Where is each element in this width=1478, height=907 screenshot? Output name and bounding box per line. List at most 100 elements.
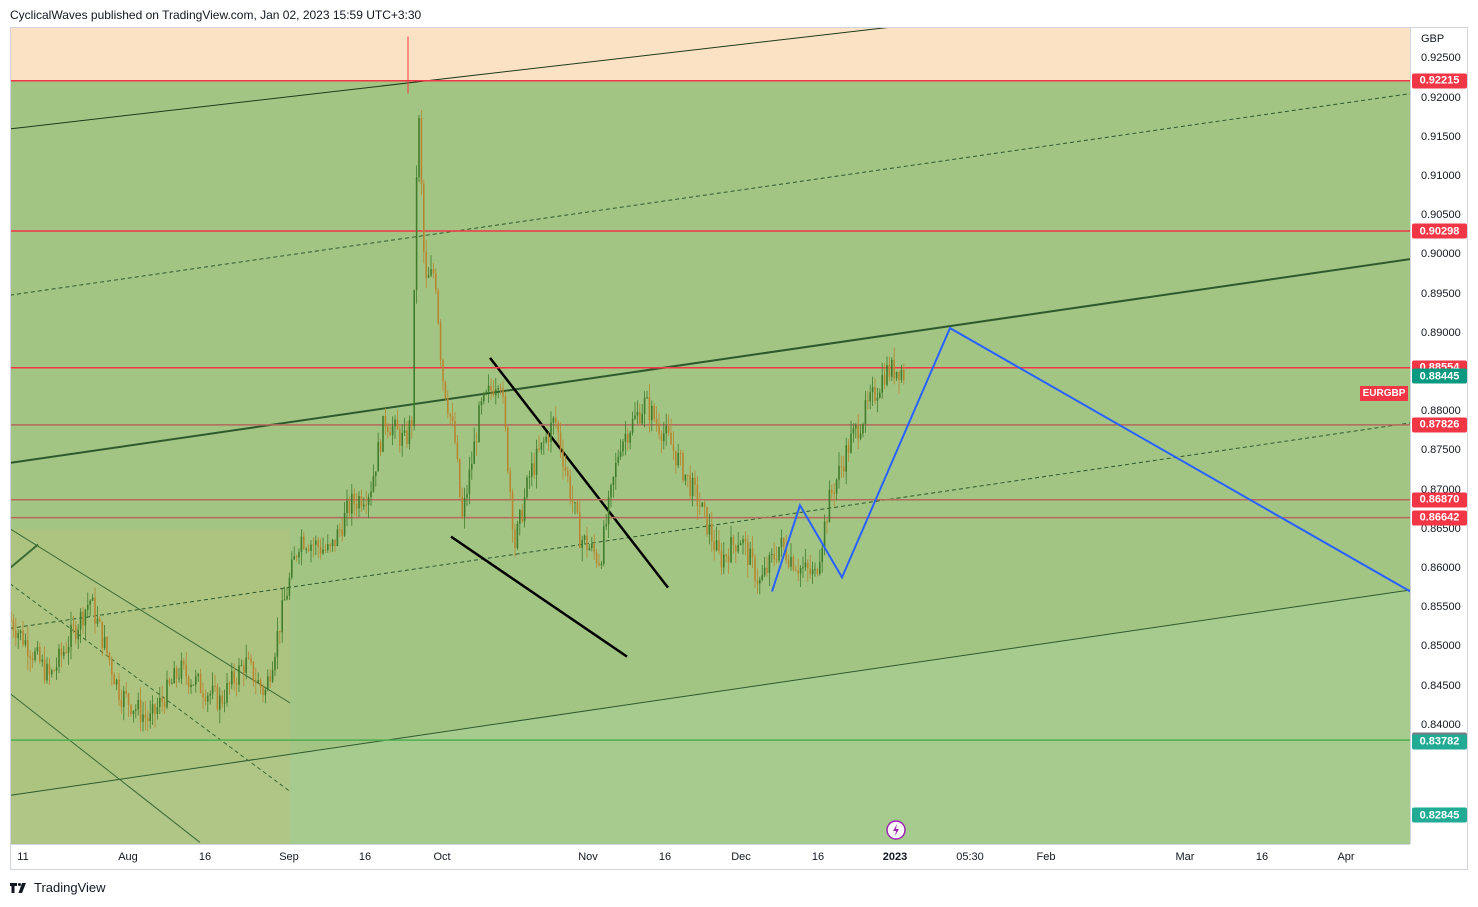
- candle-body: [382, 415, 384, 452]
- candle-body: [199, 674, 202, 694]
- candle-body: [463, 497, 466, 517]
- candle-body: [72, 624, 75, 626]
- symbol-label: EURGBP: [1360, 386, 1408, 401]
- candle-body: [51, 670, 53, 675]
- candle-body: [785, 546, 787, 560]
- candle-body: [670, 432, 672, 445]
- candle-body: [696, 484, 699, 507]
- candle-body: [624, 433, 627, 442]
- candle-body: [375, 471, 377, 477]
- candle-body: [718, 540, 720, 552]
- candle-body: [727, 556, 730, 563]
- candle-body: [137, 699, 139, 710]
- candle-body: [384, 415, 387, 427]
- candle-body: [178, 678, 180, 680]
- candle-body: [675, 450, 677, 466]
- candle-body: [34, 651, 36, 660]
- candle-body: [706, 506, 708, 535]
- candle-body: [327, 544, 329, 551]
- candle-body: [190, 684, 192, 688]
- candle-body: [415, 177, 418, 290]
- candle-body: [641, 413, 643, 424]
- candle-body: [84, 609, 87, 626]
- candle-body: [691, 477, 694, 497]
- candle-body: [485, 391, 487, 394]
- candle-body: [171, 683, 173, 685]
- candle-body: [271, 670, 274, 682]
- candle-body: [363, 504, 365, 507]
- candle-body: [75, 625, 77, 640]
- candle-body: [742, 539, 744, 544]
- candle-body: [730, 537, 732, 563]
- candle-body: [454, 420, 456, 443]
- candle-body: [115, 679, 118, 685]
- candle-body: [811, 569, 814, 575]
- lightning-event-icon[interactable]: [886, 820, 906, 840]
- time-axis[interactable]: 11 Aug 16 Sep 16 Oct Nov 16 Dec 16 2023 05:30 Feb Mar…: [10, 844, 1410, 871]
- chart-plot-area[interactable]: [10, 27, 1410, 844]
- y-tick-label: 0.90500: [1421, 209, 1461, 222]
- candle-body: [804, 562, 807, 568]
- candle-body: [288, 577, 291, 596]
- candle-body: [235, 683, 238, 685]
- candle-body: [514, 529, 516, 549]
- candle-body: [526, 477, 528, 498]
- candle-body: [754, 557, 756, 581]
- candle-body: [300, 536, 303, 552]
- candle-body: [471, 463, 473, 470]
- candle-body: [168, 679, 171, 684]
- x-tick-label: 16: [1255, 851, 1269, 863]
- candle-body: [187, 676, 190, 688]
- candle-body: [65, 651, 67, 653]
- candle-body: [708, 524, 711, 535]
- candle-body: [737, 545, 739, 552]
- price-axis[interactable]: GBP 0.92500 0.92000 0.91500 0.91000 0.90500 0…: [1410, 27, 1469, 844]
- candle-body: [319, 547, 322, 554]
- candle-body: [595, 552, 598, 563]
- candle-body: [151, 704, 154, 714]
- candle-body: [240, 664, 243, 666]
- price-tag: 0.92215: [1412, 73, 1467, 89]
- footer: TradingView: [10, 880, 106, 895]
- candle-body: [317, 540, 319, 548]
- candle-body: [871, 387, 874, 393]
- candle-body: [725, 554, 727, 557]
- candle-body: [298, 551, 300, 558]
- candle-body: [636, 412, 639, 416]
- candle-body: [144, 714, 147, 718]
- candle-body: [24, 640, 27, 645]
- horizontal-levels: [10, 79, 1410, 741]
- y-tick-label: 0.89500: [1421, 287, 1461, 300]
- candle-body: [552, 417, 555, 423]
- candle-body: [835, 479, 838, 494]
- candle-body: [120, 700, 123, 708]
- candle-body: [859, 433, 862, 439]
- candle-body: [389, 431, 391, 436]
- candle-body: [175, 668, 178, 679]
- candle-body: [658, 423, 660, 435]
- y-tick-label: 0.92000: [1421, 91, 1461, 104]
- candlesticks: [10, 110, 905, 732]
- candle-body: [209, 693, 211, 696]
- candle-body: [792, 556, 795, 571]
- candle-body: [185, 664, 187, 677]
- candle-body: [312, 544, 315, 546]
- candle-body: [679, 452, 682, 454]
- candle-body: [63, 651, 65, 656]
- candle-body: [543, 441, 545, 443]
- candle-body: [77, 629, 79, 640]
- trend-line: [10, 543, 39, 569]
- candle-body: [581, 539, 583, 548]
- x-tick-label: 16: [811, 851, 825, 863]
- candle-body: [687, 474, 689, 476]
- candle-body: [615, 462, 617, 478]
- candle-body: [588, 548, 591, 551]
- candle-body: [267, 676, 269, 690]
- candle-body: [324, 549, 327, 551]
- x-tick-label: Aug: [118, 851, 138, 863]
- candle-body: [264, 689, 267, 696]
- candle-body: [845, 445, 847, 472]
- candle-body: [739, 543, 742, 546]
- candle-body: [17, 633, 19, 639]
- candle-body: [576, 502, 579, 513]
